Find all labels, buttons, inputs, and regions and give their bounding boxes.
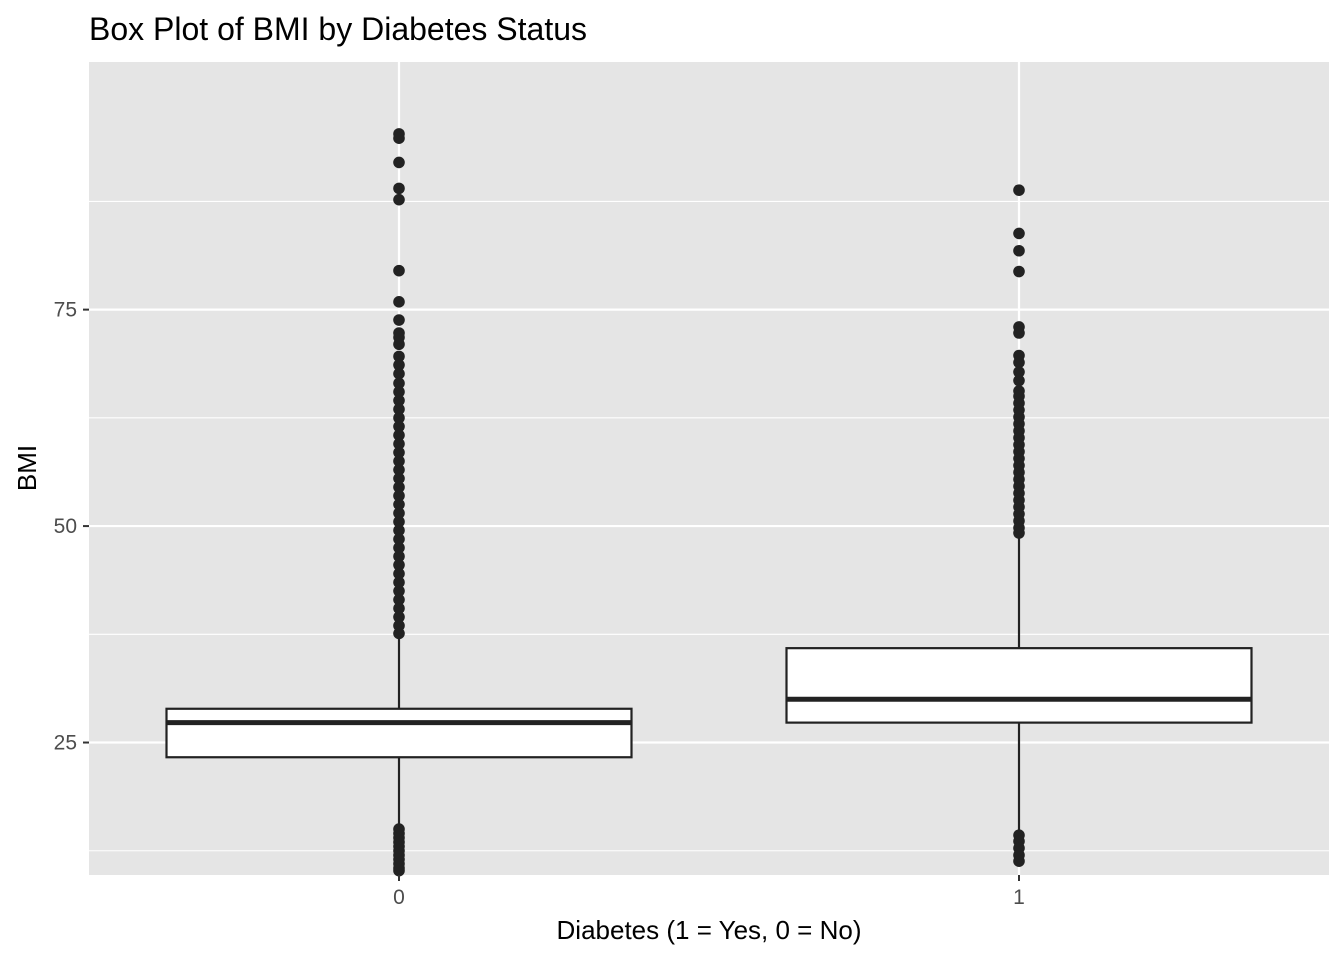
y-tick-label: 75 bbox=[54, 299, 77, 322]
outlier-point bbox=[393, 412, 405, 424]
outlier-point bbox=[393, 498, 405, 511]
outlier-point bbox=[393, 611, 405, 623]
outlier-point bbox=[393, 156, 405, 169]
outlier-point bbox=[393, 438, 405, 450]
outlier-point bbox=[393, 314, 405, 326]
y-axis: 25 50 75 bbox=[54, 299, 89, 755]
outlier-point bbox=[1013, 265, 1025, 278]
outlier-point bbox=[393, 182, 405, 195]
outlier-point bbox=[1013, 227, 1025, 240]
outlier-point bbox=[1013, 356, 1025, 369]
outlier-point bbox=[393, 132, 405, 144]
outlier-point bbox=[393, 403, 405, 415]
outlier-point bbox=[393, 627, 405, 640]
outlier-point bbox=[393, 541, 405, 554]
outlier-point bbox=[393, 420, 405, 433]
outlier-point bbox=[1013, 327, 1025, 339]
outlier-point bbox=[393, 472, 405, 485]
outlier-point bbox=[1013, 366, 1025, 378]
outlier-point bbox=[1013, 374, 1025, 387]
outlier-point bbox=[393, 463, 405, 476]
box-iqr bbox=[785, 647, 1253, 724]
box-iqr bbox=[165, 707, 633, 759]
outlier-point bbox=[393, 481, 405, 493]
outlier-point bbox=[393, 394, 405, 407]
box-group-0 bbox=[165, 128, 633, 877]
outlier-point bbox=[393, 367, 405, 380]
outlier-point bbox=[1013, 244, 1025, 257]
outlier-point bbox=[393, 429, 405, 441]
boxes-layer bbox=[165, 128, 1253, 877]
box-group-1 bbox=[785, 184, 1253, 867]
outlier-point bbox=[393, 533, 405, 545]
outlier-point bbox=[1013, 527, 1025, 539]
outlier-point bbox=[393, 507, 405, 519]
x-axis-title: Diabetes (1 = Yes, 0 = No) bbox=[557, 915, 862, 945]
outlier-point bbox=[1013, 855, 1025, 867]
outlier-point bbox=[393, 386, 405, 398]
outlier-point bbox=[393, 524, 405, 537]
outlier-point bbox=[393, 550, 405, 563]
outlier-point bbox=[393, 602, 405, 615]
outlier-point bbox=[393, 559, 405, 571]
outlier-point bbox=[393, 515, 405, 528]
outlier-point bbox=[393, 585, 405, 597]
outlier-point bbox=[393, 350, 405, 363]
chart-title: Box Plot of BMI by Diabetes Status bbox=[89, 11, 587, 47]
outlier-point bbox=[1013, 184, 1025, 196]
y-tick-label: 50 bbox=[54, 515, 77, 538]
y-axis-title: BMI bbox=[12, 445, 42, 491]
outlier-point bbox=[393, 489, 405, 502]
outlier-point bbox=[393, 264, 405, 277]
outlier-point bbox=[393, 567, 405, 580]
outlier-point bbox=[393, 455, 405, 467]
x-tick-label: 1 bbox=[1013, 886, 1025, 909]
outlier-point bbox=[393, 864, 405, 877]
outlier-point bbox=[393, 377, 405, 390]
y-tick-label: 25 bbox=[54, 732, 77, 755]
x-tick-label: 0 bbox=[393, 886, 405, 909]
outlier-point bbox=[393, 193, 405, 206]
outlier-point bbox=[393, 296, 405, 308]
outlier-point bbox=[393, 338, 405, 351]
outlier-point bbox=[393, 359, 405, 371]
outlier-point bbox=[393, 576, 405, 589]
outlier-point bbox=[393, 446, 405, 459]
outlier-point bbox=[393, 593, 405, 606]
